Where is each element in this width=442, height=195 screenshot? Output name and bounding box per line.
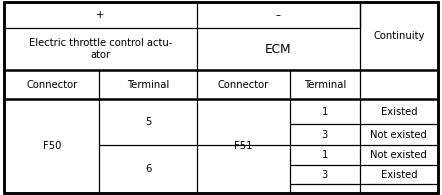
Text: Terminal: Terminal (304, 80, 346, 90)
Text: 3: 3 (322, 129, 328, 140)
Text: 3: 3 (322, 169, 328, 180)
Text: Not existed: Not existed (370, 150, 427, 160)
Text: Connector: Connector (27, 80, 77, 90)
Text: –: – (276, 10, 281, 20)
Text: Not existed: Not existed (370, 129, 427, 140)
Text: Connector: Connector (217, 80, 269, 90)
Text: 5: 5 (145, 117, 151, 127)
Text: 1: 1 (322, 150, 328, 160)
Text: F51: F51 (234, 141, 252, 151)
Text: Existed: Existed (381, 169, 417, 180)
Text: ECM: ECM (265, 43, 292, 56)
Text: +: + (96, 10, 105, 20)
Text: Terminal: Terminal (127, 80, 169, 90)
Text: 1: 1 (322, 107, 328, 117)
Text: 6: 6 (145, 164, 151, 174)
Text: F50: F50 (43, 141, 61, 151)
Text: Existed: Existed (381, 107, 417, 117)
Text: Electric throttle control actu-
ator: Electric throttle control actu- ator (29, 38, 172, 60)
Text: Continuity: Continuity (373, 31, 425, 41)
